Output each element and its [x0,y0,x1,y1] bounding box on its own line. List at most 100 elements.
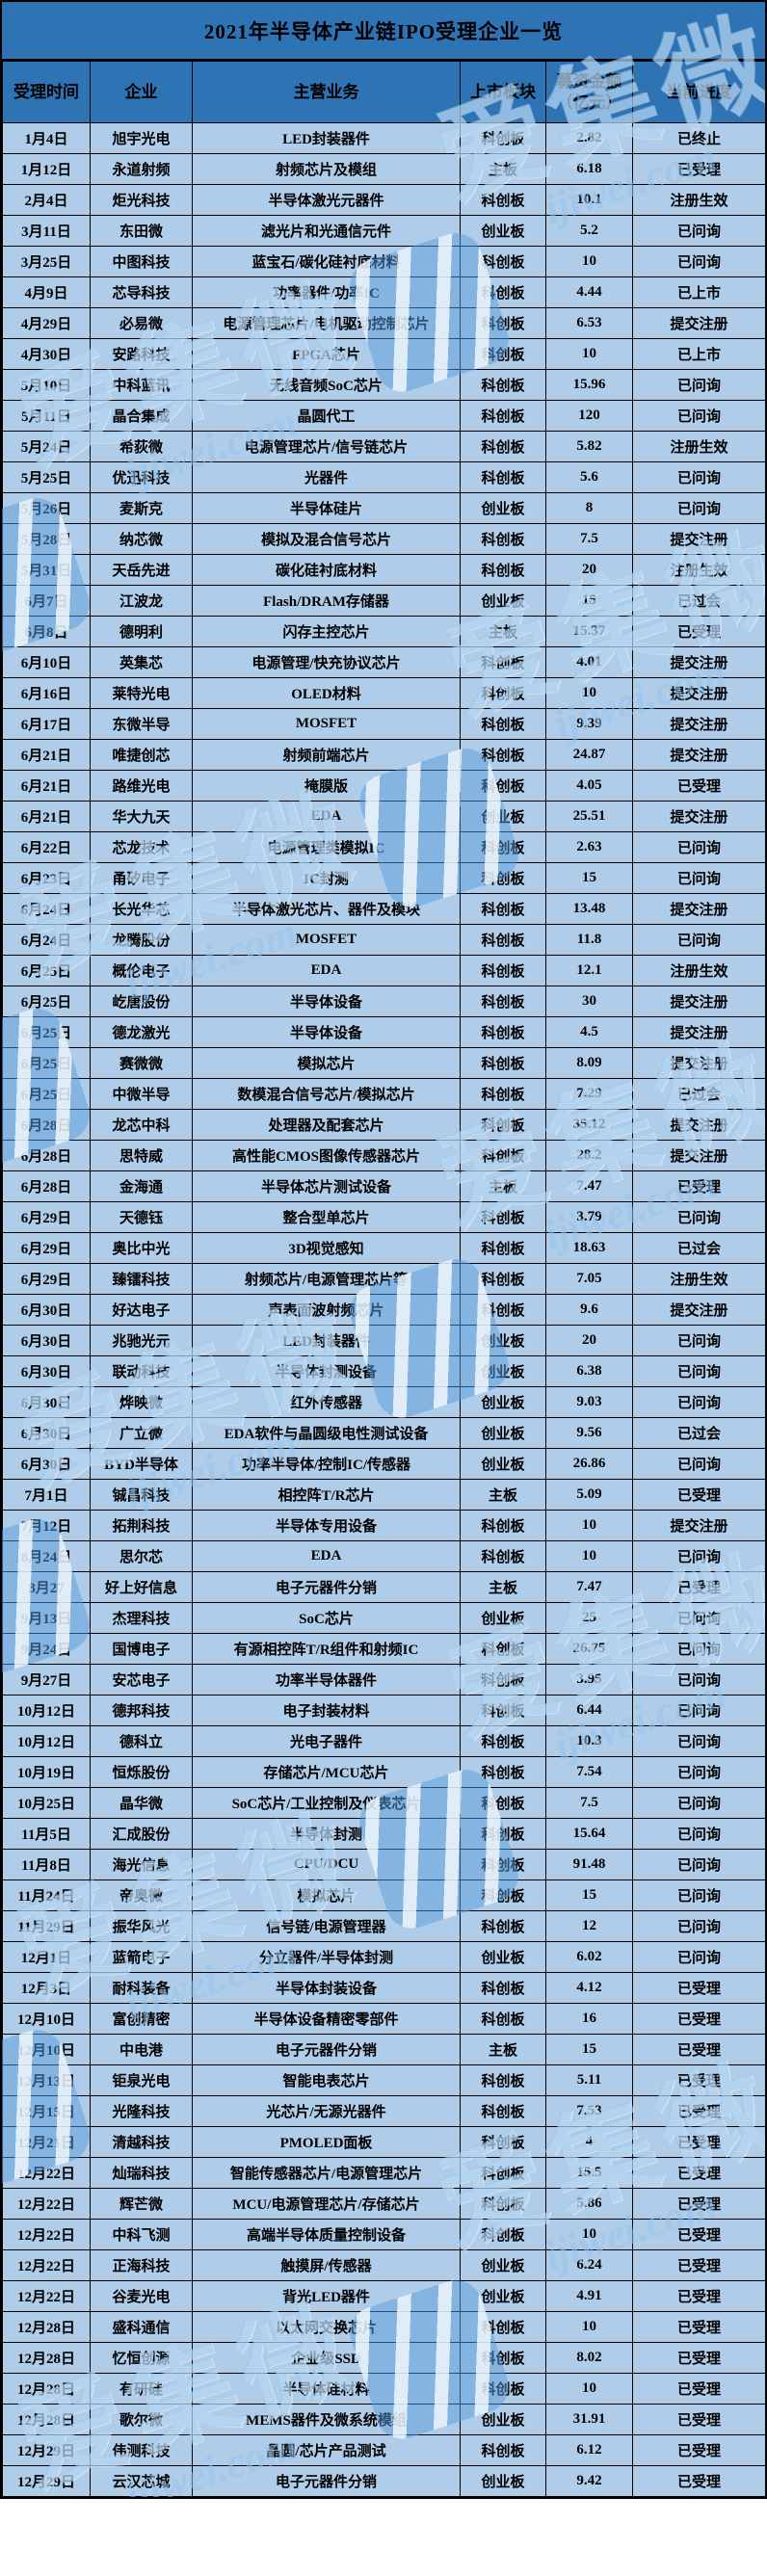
cell-amount: 10 [545,677,633,709]
cell-progress: 已受理 [632,1170,765,1202]
cell-business: SoC芯片/工业控制及仪表芯片 [192,1787,461,1819]
cell-business: 半导体封测设备 [192,1355,461,1387]
cell-business: 半导体设备精密零部件 [192,2003,461,2035]
cell-business: 数模混合信号芯片/模拟芯片 [192,1078,461,1110]
cell-company: 正海科技 [90,2249,193,2281]
cell-progress: 已问询 [632,1818,765,1850]
cell-accept-date: 9月13日 [2,1602,91,1634]
table-row: 6月28日 龙芯中科 处理器及配套芯片 科创板 35.12 提交注册 [2,1109,765,1141]
table-row: 5月31日 天岳先进 碳化硅衬底材料 科创板 20 注册生效 [2,554,765,586]
table-row: 6月8日 德明利 闪存主控芯片 主板 15.37 已受理 [2,616,765,647]
table-row: 12月28日 忆恒创源 企业级SSD 科创板 8.02 已受理 [2,2342,765,2374]
cell-amount: 5.82 [545,431,633,462]
cell-amount: 3.95 [545,1664,633,1695]
cell-business: EDA [192,955,461,986]
cell-company: 耐科装备 [90,1972,193,2004]
cell-board: 科创板 [460,924,546,956]
cell-progress: 已问询 [632,1633,765,1665]
cell-progress: 注册生效 [632,431,765,462]
cell-business: MEMS器件及微系统模组 [192,2404,461,2435]
table-row: 12月13日 钜泉光电 智能电表芯片 科创板 5.11 已受理 [2,2064,765,2096]
cell-board: 创业板 [460,215,546,247]
table-row: 6月7日 江波龙 Flash/DRAM存储器 创业板 15 已过会 [2,585,765,617]
cell-company: 思特威 [90,1140,193,1171]
cell-board: 创业板 [460,1448,546,1480]
cell-progress: 已问询 [632,1386,765,1418]
table-row: 6月30日 BYD半导体 功率半导体/控制IC/传感器 创业板 26.86 已问询 [2,1448,765,1480]
cell-progress: 已受理 [632,2064,765,2096]
cell-progress: 已受理 [632,2404,765,2435]
cell-progress: 已过会 [632,1232,765,1264]
table-row: 4月30日 安路科技 FPGA芯片 科创板 10 已上市 [2,338,765,370]
cell-board: 科创板 [460,1664,546,1695]
cell-amount: 10 [545,2373,633,2405]
cell-accept-date: 6月7日 [2,585,91,617]
cell-accept-date: 6月17日 [2,708,91,740]
cell-amount: 28.2 [545,1140,633,1171]
cell-amount: 8.02 [545,2342,633,2374]
cell-board: 科创板 [460,461,546,493]
table-row: 10月12日 德邦科技 电子封装材料 科创板 6.44 已问询 [2,1695,765,1726]
cell-accept-date: 6月16日 [2,677,91,709]
cell-board: 创业板 [460,2280,546,2312]
cell-company: 概伦电子 [90,955,193,986]
cell-board: 科创板 [460,1263,546,1295]
cell-company: 纳芯微 [90,523,193,555]
cell-company: 龙芯中科 [90,1109,193,1141]
cell-board: 科创板 [460,1540,546,1572]
cell-board: 科创板 [460,1078,546,1110]
cell-business: 光器件 [192,461,461,493]
cell-board: 科创板 [460,1725,546,1757]
cell-accept-date: 12月22日 [2,2188,91,2220]
cell-company: 好达电子 [90,1294,193,1326]
cell-progress: 已受理 [632,616,765,647]
cell-amount: 6.02 [545,1941,633,1973]
cell-amount: 5.86 [545,2188,633,2220]
cell-board: 科创板 [460,2373,546,2405]
cell-progress: 已受理 [632,2280,765,2312]
cell-progress: 已受理 [632,2157,765,2189]
header-row: 受理时间 企业 主营业务 上市板块 募资金额 （亿元） 当前进度 [2,61,765,123]
cell-board: 科创板 [460,431,546,462]
cell-amount: 15 [545,1879,633,1911]
cell-board: 科创板 [460,246,546,277]
cell-amount: 5.6 [545,461,633,493]
cell-accept-date: 5月11日 [2,400,91,432]
cell-progress: 已问询 [632,1355,765,1387]
cell-board: 科创板 [460,677,546,709]
cell-amount: 5.2 [545,215,633,247]
table-row: 7月1日 铖昌科技 相控阵T/R芯片 主板 5.09 已受理 [2,1479,765,1511]
cell-company: 金海通 [90,1170,193,1202]
cell-accept-date: 12月10日 [2,2034,91,2065]
cell-company: 华大九天 [90,801,193,832]
cell-business: 模拟芯片 [192,1879,461,1911]
cell-board: 创业板 [460,492,546,524]
cell-business: 信号链/电源管理器 [192,1910,461,1942]
col-header-amount: 募资金额 （亿元） [545,61,633,123]
cell-amount: 11.8 [545,924,633,956]
cell-accept-date: 12月28日 [2,2373,91,2405]
table-row: 10月19日 恒烁股份 存储芯片/MCU芯片 科创板 7.54 已问询 [2,1756,765,1788]
cell-company: 思尔芯 [90,1540,193,1572]
cell-amount: 7.5 [545,523,633,555]
cell-progress: 提交注册 [632,1294,765,1326]
cell-accept-date: 12月28日 [2,2342,91,2374]
cell-accept-date: 4月9日 [2,276,91,308]
cell-board: 科创板 [460,1818,546,1850]
cell-company: 灿瑞科技 [90,2157,193,2189]
cell-accept-date: 6月30日 [2,1386,91,1418]
cell-amount: 6.18 [545,153,633,185]
cell-company: 谷麦光电 [90,2280,193,2312]
cell-amount: 4.05 [545,770,633,802]
cell-amount: 7.05 [545,1263,633,1295]
cell-board: 科创板 [460,1972,546,2004]
cell-company: 中科蓝讯 [90,369,193,401]
col-header-progress: 当前进度 [632,61,765,123]
cell-board: 创业板 [460,1325,546,1356]
cell-accept-date: 11月29日 [2,1910,91,1942]
cell-company: 中电港 [90,2034,193,2065]
cell-business: 红外传感器 [192,1386,461,1418]
cell-company: 伟测科技 [90,2434,193,2466]
cell-business: MOSFET [192,708,461,740]
cell-amount: 31.91 [545,2404,633,2435]
